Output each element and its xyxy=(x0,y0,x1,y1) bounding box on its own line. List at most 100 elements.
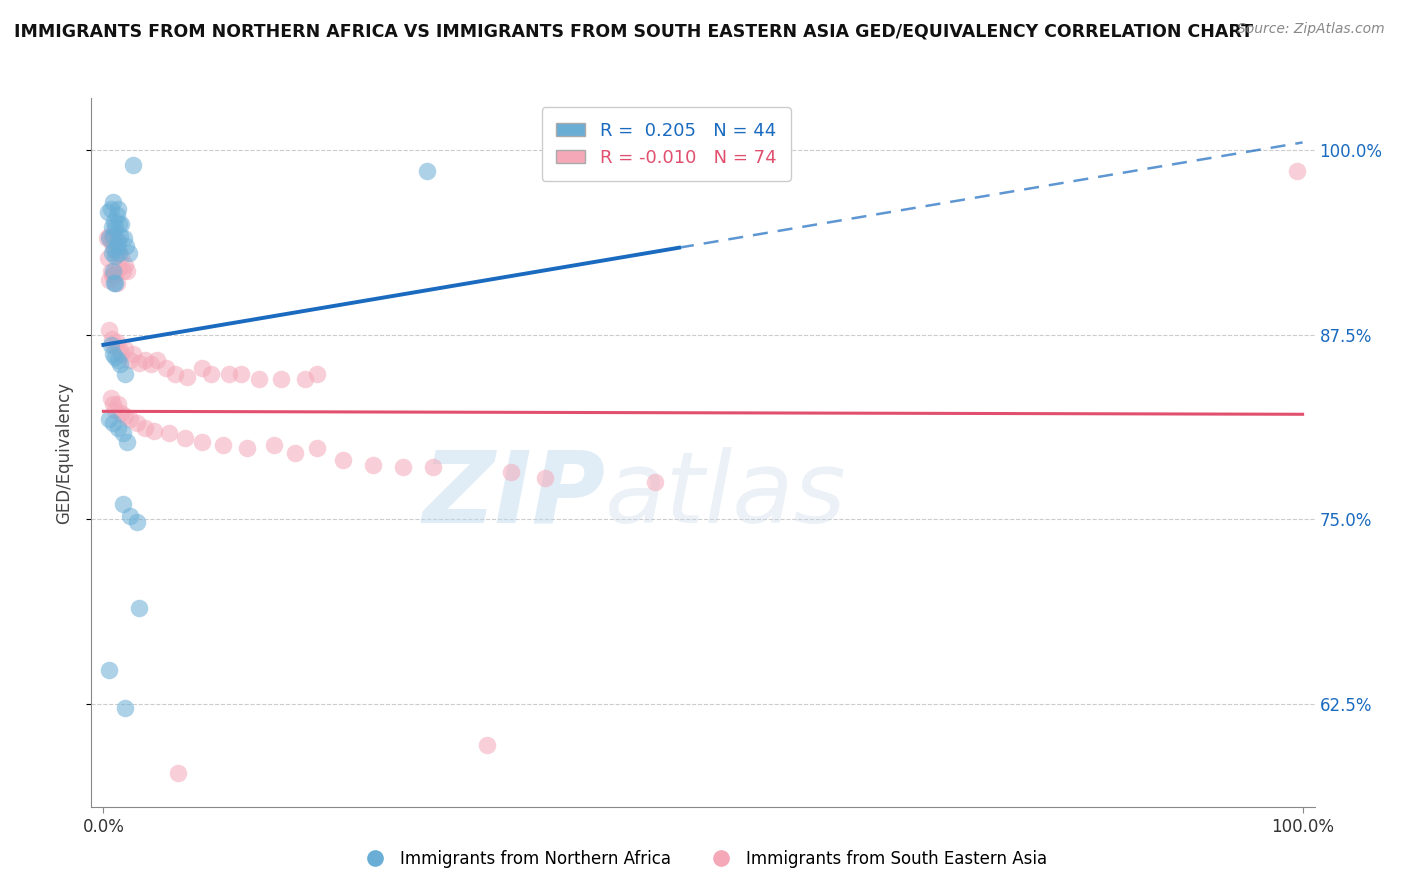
Point xyxy=(100,338,122,352)
Point xyxy=(247,372,270,386)
Point xyxy=(212,438,235,452)
Point xyxy=(125,416,148,430)
Point xyxy=(98,663,121,677)
Point xyxy=(98,231,121,245)
Point xyxy=(96,231,118,245)
Point xyxy=(108,246,131,260)
Point xyxy=(101,246,124,260)
Point xyxy=(101,194,124,209)
Point xyxy=(1285,163,1308,178)
Point xyxy=(110,249,132,263)
Point xyxy=(501,465,523,479)
Point xyxy=(107,352,129,367)
Point xyxy=(284,445,307,460)
Point xyxy=(117,435,139,450)
Text: IMMIGRANTS FROM NORTHERN AFRICA VS IMMIGRANTS FROM SOUTH EASTERN ASIA GED/EQUIVA: IMMIGRANTS FROM NORTHERN AFRICA VS IMMIG… xyxy=(14,22,1253,40)
Point xyxy=(200,368,222,382)
Point xyxy=(114,701,136,715)
Point xyxy=(118,411,141,425)
Point xyxy=(157,426,180,441)
Point xyxy=(122,347,145,361)
Point xyxy=(101,268,124,283)
Point xyxy=(107,202,129,216)
Point xyxy=(231,368,253,382)
Point xyxy=(104,402,127,417)
Legend: Immigrants from Northern Africa, Immigrants from South Eastern Asia: Immigrants from Northern Africa, Immigra… xyxy=(352,844,1054,875)
Point xyxy=(128,355,150,369)
Point xyxy=(263,438,285,452)
Point xyxy=(236,442,259,456)
Point xyxy=(114,258,136,272)
Point xyxy=(108,341,131,355)
Point xyxy=(98,323,121,337)
Point xyxy=(100,235,122,249)
Point xyxy=(101,219,124,234)
Point xyxy=(416,163,439,178)
Point xyxy=(104,231,127,245)
Point xyxy=(125,515,148,529)
Point xyxy=(107,397,129,411)
Point xyxy=(114,368,136,382)
Point xyxy=(105,276,128,290)
Point xyxy=(270,372,292,386)
Legend: R =  0.205   N = 44, R = -0.010   N = 74: R = 0.205 N = 44, R = -0.010 N = 74 xyxy=(541,107,790,181)
Point xyxy=(108,260,131,275)
Point xyxy=(103,213,125,227)
Point xyxy=(101,332,124,346)
Point xyxy=(111,264,134,278)
Point xyxy=(108,228,131,243)
Point xyxy=(104,267,127,281)
Point xyxy=(118,509,141,524)
Point xyxy=(110,217,132,231)
Point xyxy=(101,264,124,278)
Point xyxy=(101,231,124,245)
Point xyxy=(104,249,127,263)
Point xyxy=(112,231,135,245)
Point xyxy=(107,244,129,258)
Point xyxy=(218,368,240,382)
Point xyxy=(110,406,132,420)
Point xyxy=(105,334,128,349)
Point xyxy=(155,361,177,376)
Point xyxy=(104,350,127,364)
Point xyxy=(114,409,136,423)
Point xyxy=(98,411,121,425)
Point xyxy=(644,475,666,490)
Point xyxy=(141,357,163,371)
Point xyxy=(101,416,124,430)
Point xyxy=(110,347,132,361)
Point xyxy=(134,420,156,434)
Point xyxy=(166,766,188,780)
Point xyxy=(100,264,122,278)
Point xyxy=(533,471,555,485)
Point xyxy=(101,228,124,243)
Point xyxy=(122,158,145,172)
Point xyxy=(108,357,131,371)
Point xyxy=(100,391,122,405)
Point xyxy=(176,370,198,384)
Point xyxy=(118,352,141,367)
Point xyxy=(117,246,139,260)
Point xyxy=(101,268,124,283)
Point xyxy=(305,368,328,382)
Point xyxy=(392,460,415,475)
Point xyxy=(104,219,127,234)
Point xyxy=(98,228,121,243)
Point xyxy=(114,343,136,357)
Point xyxy=(107,235,129,249)
Point xyxy=(190,361,212,376)
Point xyxy=(174,431,197,445)
Point xyxy=(305,442,328,456)
Point xyxy=(294,372,316,386)
Y-axis label: GED/Equivalency: GED/Equivalency xyxy=(55,382,73,524)
Point xyxy=(128,600,150,615)
Point xyxy=(105,246,128,260)
Point xyxy=(142,424,165,438)
Point xyxy=(100,202,122,216)
Point xyxy=(190,435,212,450)
Point xyxy=(97,205,120,219)
Point xyxy=(105,208,128,222)
Text: ZIP: ZIP xyxy=(422,447,605,544)
Point xyxy=(101,397,124,411)
Point xyxy=(105,239,128,253)
